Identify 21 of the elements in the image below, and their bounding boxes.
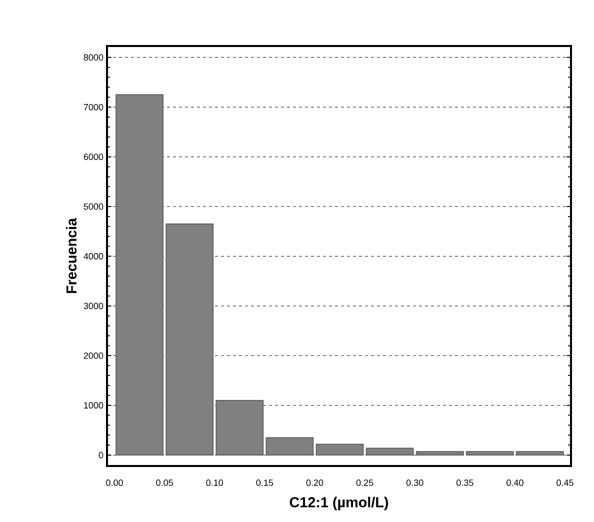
y-tick-label: 5000 bbox=[84, 203, 104, 210]
y-tick-label: 2000 bbox=[84, 352, 104, 359]
x-tick-label: 0.40 bbox=[506, 480, 524, 486]
x-tick-label: 0.05 bbox=[156, 480, 173, 486]
y-tick-label: 7000 bbox=[84, 104, 104, 110]
x-axis-title: C12:1 (µmol/L) bbox=[290, 496, 388, 510]
x-tick-label: 0.30 bbox=[406, 480, 424, 486]
x-tick-label: 0.00 bbox=[106, 480, 123, 486]
x-tick-label: 0.45 bbox=[556, 480, 574, 486]
y-tick-label: 0 bbox=[98, 452, 104, 458]
y-tick-label: 6000 bbox=[84, 154, 104, 160]
y-tick-label: 8000 bbox=[84, 54, 104, 61]
x-tick-label: 0.25 bbox=[356, 480, 374, 486]
x-tick-label: 0.10 bbox=[206, 480, 224, 486]
x-tick-label: 0.15 bbox=[256, 480, 274, 486]
y-tick-label: 4000 bbox=[84, 253, 104, 260]
y-axis-title: Frecuencia bbox=[66, 218, 77, 294]
y-tick-label: 3000 bbox=[84, 302, 104, 310]
y-tick-label: 1000 bbox=[84, 402, 104, 409]
x-tick-label: 0.20 bbox=[306, 480, 324, 486]
x-tick-label: 0.35 bbox=[456, 480, 474, 486]
